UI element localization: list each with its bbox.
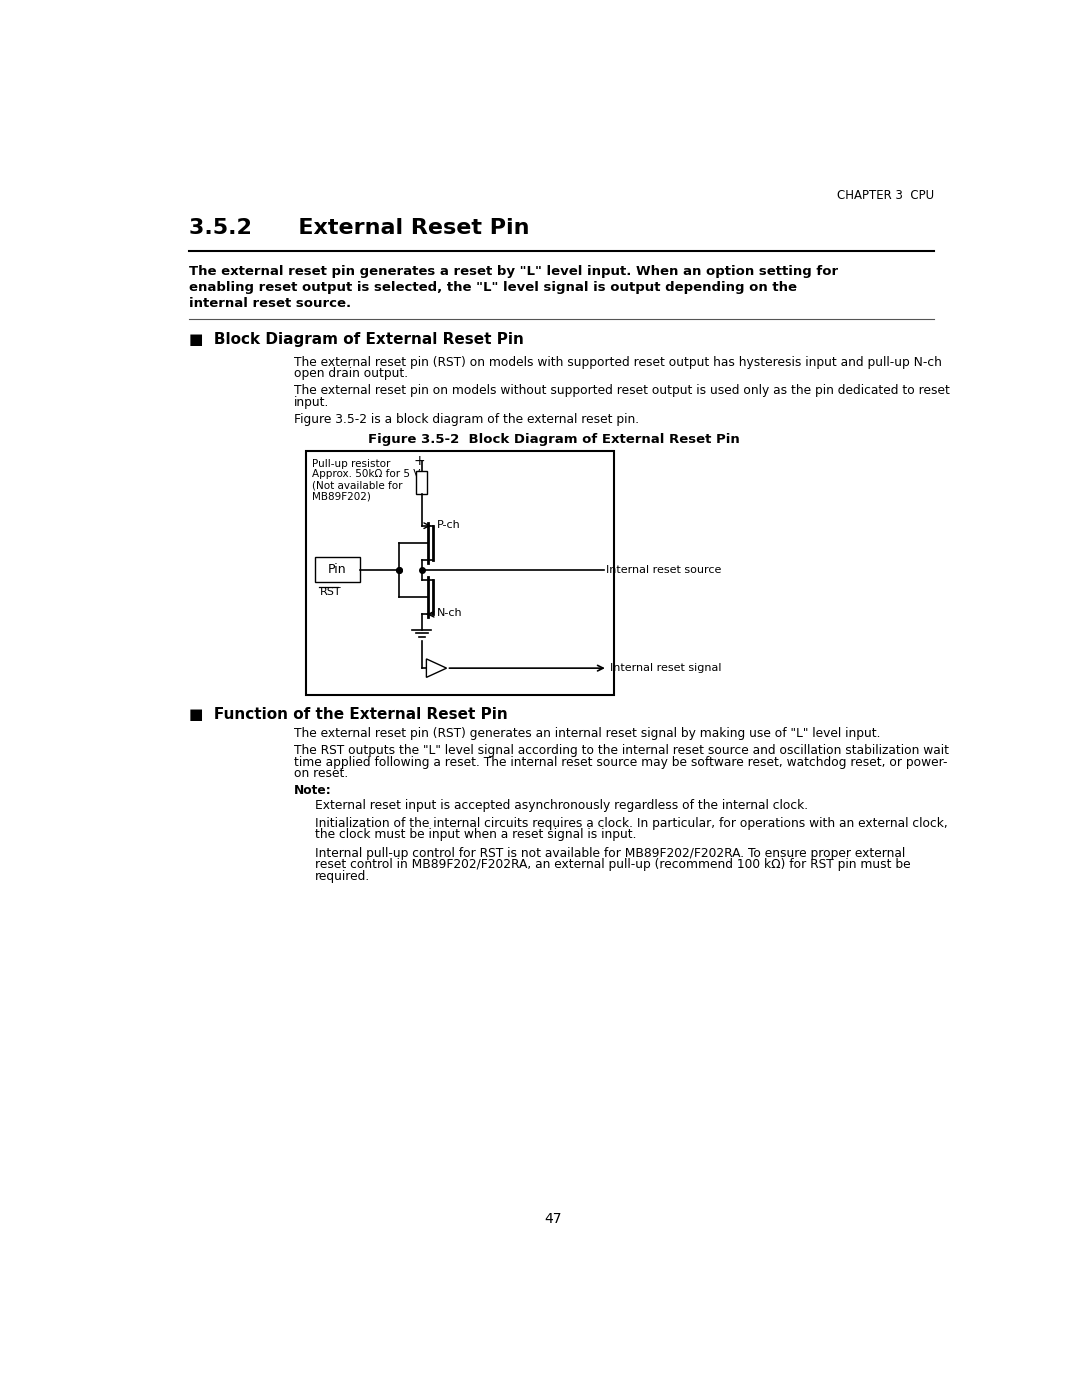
Text: The external reset pin (RST) on models with supported reset output has hysteresi: The external reset pin (RST) on models w… [294,355,942,369]
Text: open drain output.: open drain output. [294,367,408,380]
Text: The RST outputs the "L" level signal according to the internal reset source and : The RST outputs the "L" level signal acc… [294,745,949,757]
Bar [306,451,613,696]
Text: Figure 3.5-2  Block Diagram of External Reset Pin: Figure 3.5-2 Block Diagram of External R… [367,433,740,446]
Text: on reset.: on reset. [294,767,348,781]
Text: Note:: Note: [294,784,332,796]
Text: MB89F202): MB89F202) [312,490,370,502]
Bar [314,557,360,583]
Text: Internal reset source: Internal reset source [606,564,721,574]
Text: 3.5.2      External Reset Pin: 3.5.2 External Reset Pin [189,218,530,237]
Text: 47: 47 [544,1213,563,1227]
Text: Figure 3.5-2 is a block diagram of the external reset pin.: Figure 3.5-2 is a block diagram of the e… [294,412,639,426]
Text: The external reset pin on models without supported reset output is used only as : The external reset pin on models without… [294,384,950,397]
Text: required.: required. [315,870,370,883]
Text: The external reset pin generates a reset by "L" level input. When an option sett: The external reset pin generates a reset… [189,264,838,278]
Text: time applied following a reset. The internal reset source may be software reset,: time applied following a reset. The inte… [294,756,947,768]
Text: P-ch: P-ch [437,520,461,531]
Bar [416,471,428,495]
Text: External reset input is accepted asynchronously regardless of the internal clock: External reset input is accepted asynchr… [315,799,808,812]
Text: The external reset pin (RST) generates an internal reset signal by making use of: The external reset pin (RST) generates a… [294,728,880,740]
Text: ■  Function of the External Reset Pin: ■ Function of the External Reset Pin [189,707,509,722]
Text: Pin: Pin [328,563,347,576]
Text: Internal pull-up control for RST is not available for MB89F202/F202RA. To ensure: Internal pull-up control for RST is not … [315,847,905,859]
Text: internal reset source.: internal reset source. [189,298,351,310]
Text: CHAPTER 3  CPU: CHAPTER 3 CPU [837,189,934,203]
Text: RST: RST [320,587,341,598]
Text: Approx. 50kΩ for 5 V: Approx. 50kΩ for 5 V [312,469,420,479]
Polygon shape [427,659,446,678]
Text: Initialization of the internal circuits requires a clock. In particular, for ope: Initialization of the internal circuits … [315,817,948,830]
Text: (Not available for: (Not available for [312,481,402,490]
Text: Pull-up resistor: Pull-up resistor [312,458,390,469]
Text: reset control in MB89F202/F202RA, an external pull-up (recommend 100 kΩ) for RST: reset control in MB89F202/F202RA, an ext… [315,858,910,872]
Text: N-ch: N-ch [437,608,463,617]
Text: ■  Block Diagram of External Reset Pin: ■ Block Diagram of External Reset Pin [189,332,524,348]
Text: enabling reset output is selected, the "L" level signal is output depending on t: enabling reset output is selected, the "… [189,281,797,293]
Text: Internal reset signal: Internal reset signal [610,664,721,673]
Text: the clock must be input when a reset signal is input.: the clock must be input when a reset sig… [315,828,636,841]
Text: +: + [414,454,426,468]
Text: input.: input. [294,395,329,408]
